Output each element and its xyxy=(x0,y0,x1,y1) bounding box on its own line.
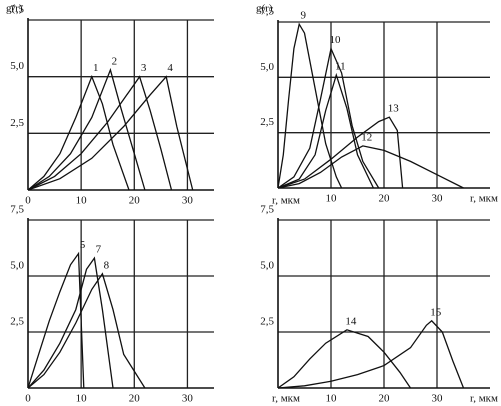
x-tick-label: 30 xyxy=(182,393,194,405)
x-axis-label: r, мкм xyxy=(470,393,498,405)
x-axis-label: r, мкм xyxy=(470,193,498,205)
curve xyxy=(27,75,194,191)
curve xyxy=(277,46,380,189)
curve-label: 12 xyxy=(361,131,372,143)
x-tick-label: 20 xyxy=(129,393,141,405)
y-tick-label: 7,5 xyxy=(260,6,274,18)
curve-label: 3 xyxy=(141,62,147,74)
curve-label: 1 xyxy=(93,62,99,74)
curve-label: 11 xyxy=(335,61,346,73)
curve-label: 10 xyxy=(330,34,342,46)
curve-label: 14 xyxy=(345,315,357,327)
curve xyxy=(277,22,343,189)
y-tick-label: 5,0 xyxy=(260,260,274,272)
curve-label: 8 xyxy=(104,259,110,271)
x-tick-label: 0 xyxy=(25,393,31,405)
curve xyxy=(277,72,374,189)
curve xyxy=(27,67,146,191)
curve xyxy=(277,329,412,389)
curve-label: 15 xyxy=(430,306,442,318)
curve-label: 13 xyxy=(388,103,400,115)
x-tick-label: 30 xyxy=(432,193,444,205)
x-tick-label: 10 xyxy=(326,393,338,405)
y-tick-label: 5,0 xyxy=(10,260,24,272)
x-tick-label: 10 xyxy=(76,393,88,405)
curve xyxy=(27,74,130,191)
x-tick-label: 30 xyxy=(182,195,194,207)
curve-label: 9 xyxy=(300,10,306,22)
y-tick-label: 7,5 xyxy=(260,204,274,216)
y-tick-label: 2,5 xyxy=(260,316,274,328)
curve-label: 4 xyxy=(167,62,173,74)
y-axis-label: g(r) xyxy=(256,3,273,15)
y-tick-label: 5,0 xyxy=(10,60,24,72)
curve xyxy=(277,116,404,189)
x-tick-label: 0 xyxy=(25,195,31,207)
y-tick-label: 5,0 xyxy=(260,61,274,73)
curve-label: 2 xyxy=(112,55,118,67)
x-tick-label: 20 xyxy=(129,195,141,207)
x-axis-label: r, мкм xyxy=(272,195,300,207)
x-tick-label: 20 xyxy=(379,193,391,205)
curve-label: 5 xyxy=(80,239,86,251)
curve xyxy=(27,75,173,191)
curve xyxy=(277,145,464,189)
x-axis-label: r, мкм xyxy=(272,393,300,405)
y-axis-label: g(r) xyxy=(6,3,23,15)
curve xyxy=(27,251,85,389)
y-tick-label: 2,5 xyxy=(10,316,24,328)
x-tick-label: 30 xyxy=(432,393,444,405)
y-tick-label: 7,5 xyxy=(10,4,24,16)
curve xyxy=(27,256,114,389)
curve xyxy=(27,272,146,389)
x-tick-label: 20 xyxy=(379,393,391,405)
curve-label: 7 xyxy=(96,244,102,256)
x-tick-label: 10 xyxy=(76,195,88,207)
curve xyxy=(277,319,465,389)
x-tick-label: 10 xyxy=(326,193,338,205)
y-tick-label: 7,5 xyxy=(10,204,24,216)
y-tick-label: 2,5 xyxy=(260,116,274,128)
y-tick-label: 2,5 xyxy=(10,117,24,129)
